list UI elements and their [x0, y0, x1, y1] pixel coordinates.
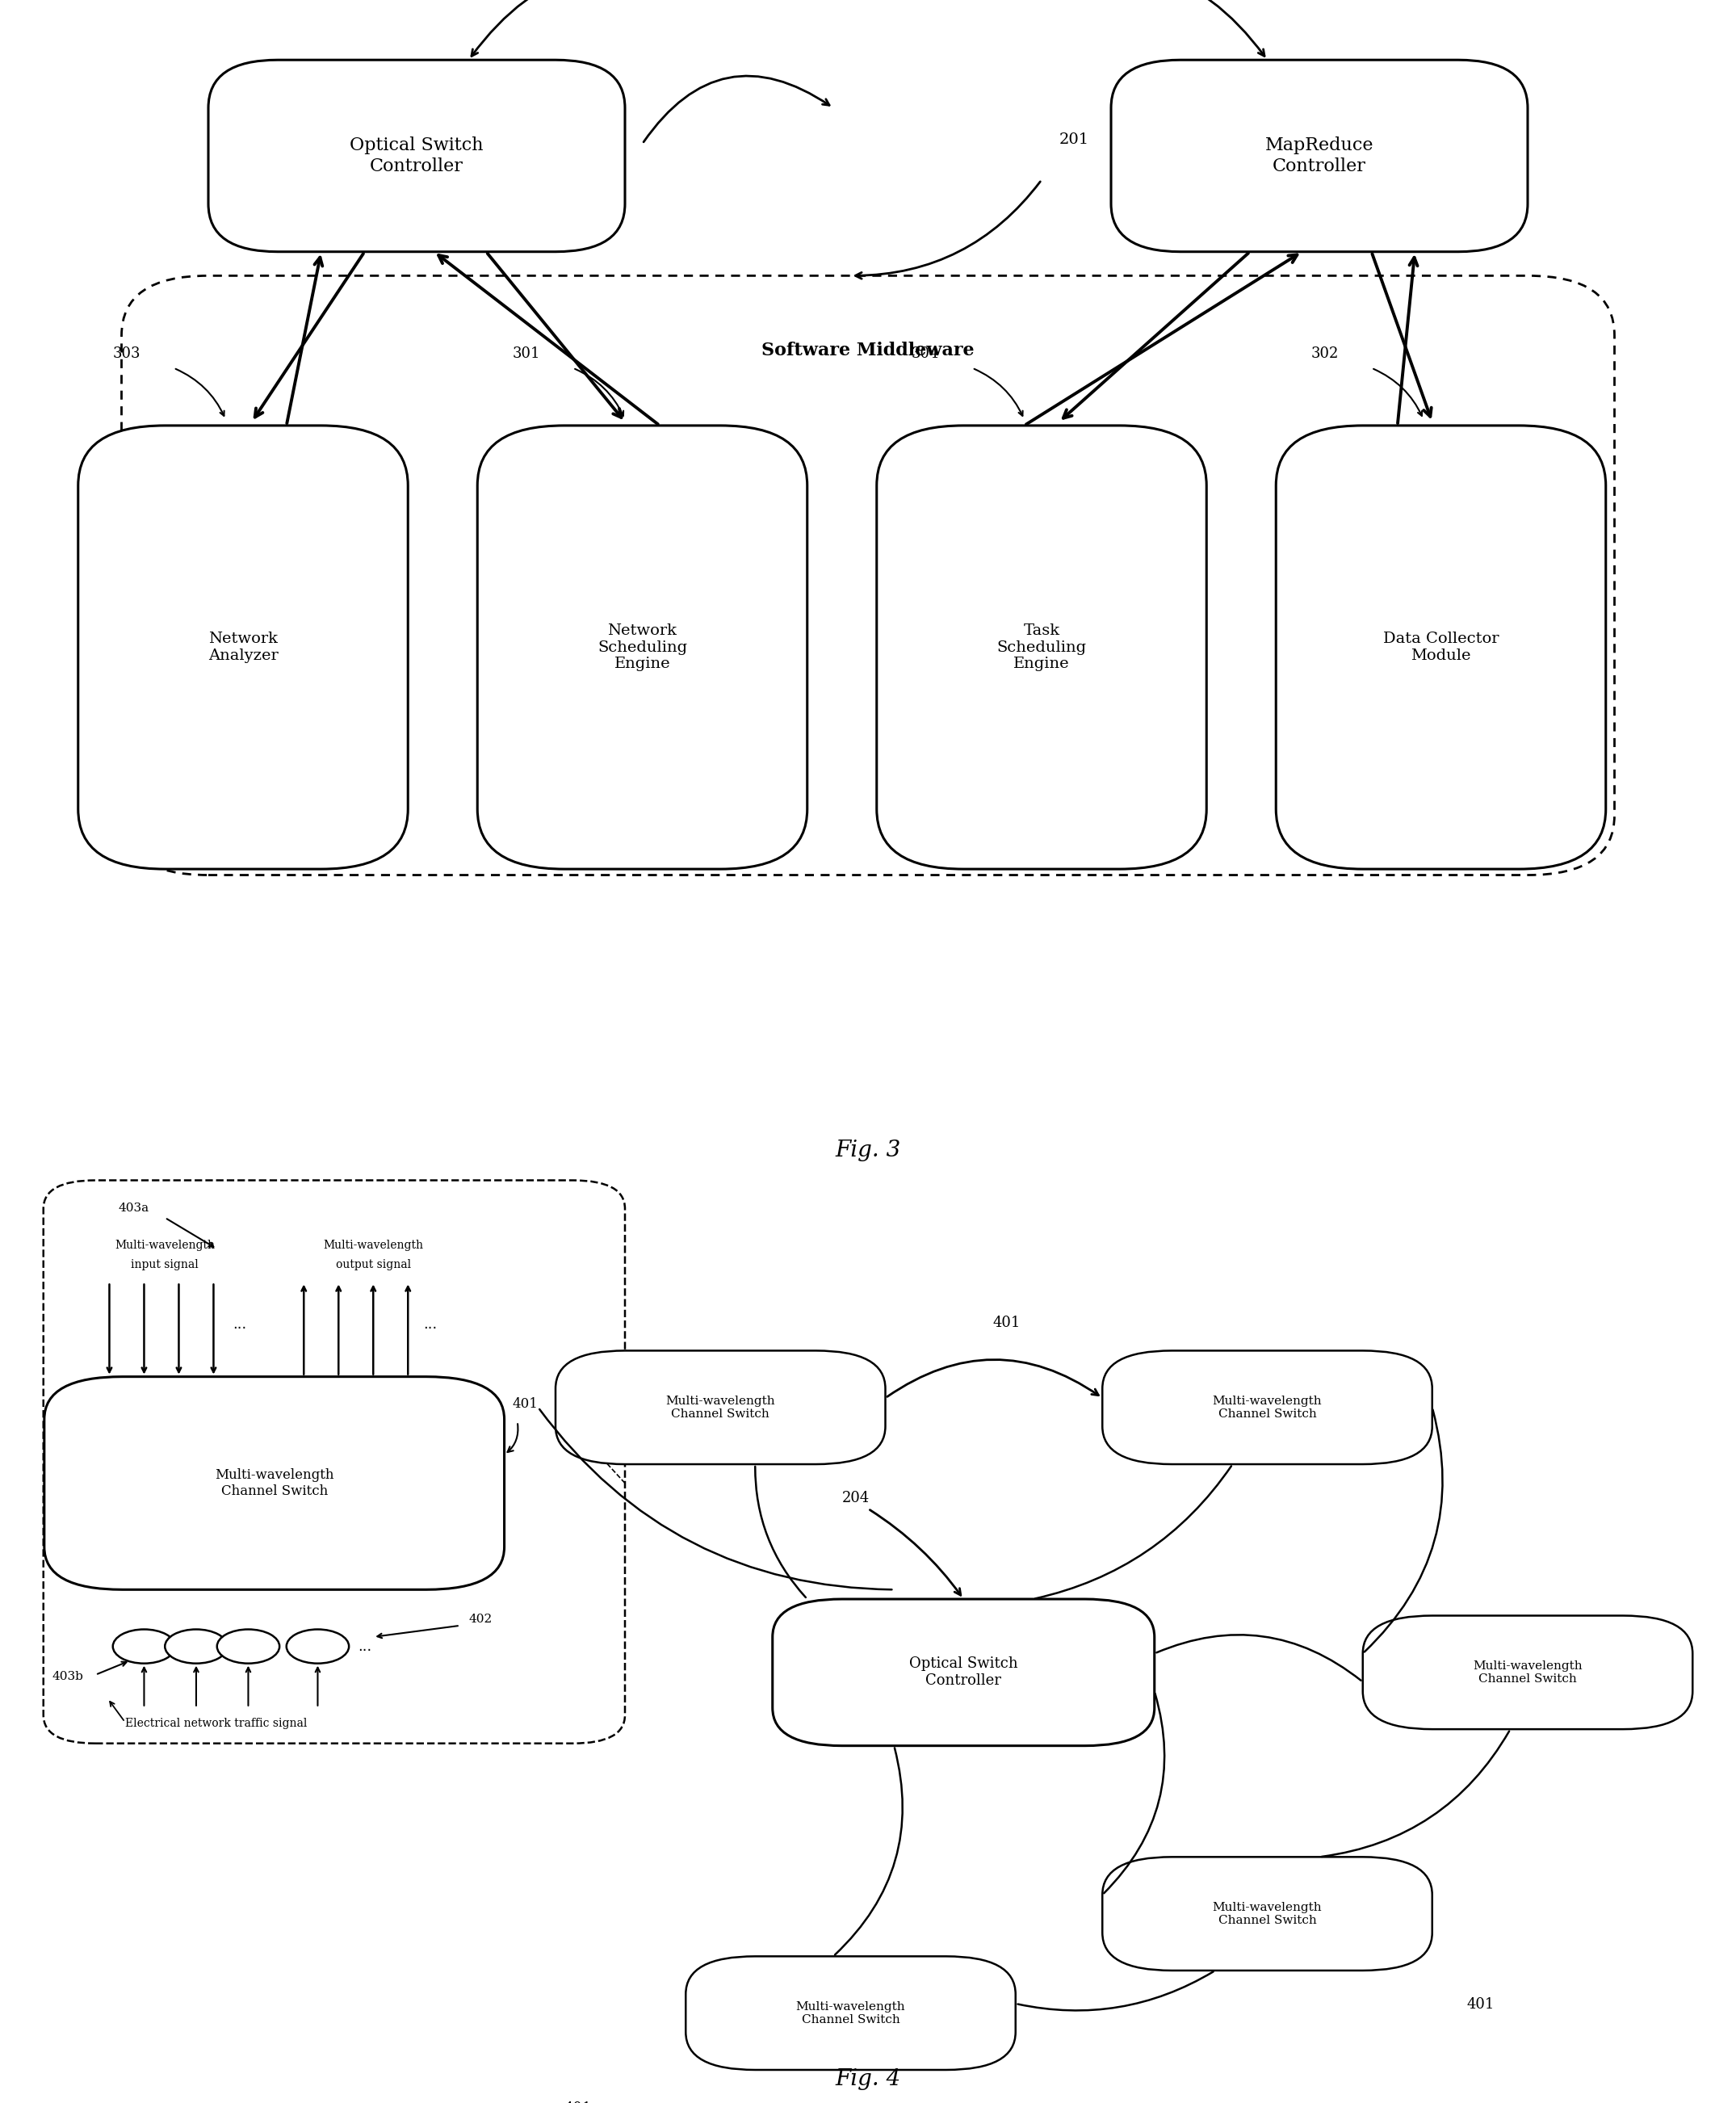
FancyBboxPatch shape — [477, 425, 807, 869]
Text: Network
Scheduling
Engine: Network Scheduling Engine — [597, 622, 687, 671]
Text: 403b: 403b — [52, 1670, 83, 1682]
Text: Task
Scheduling
Engine: Task Scheduling Engine — [996, 622, 1087, 671]
Text: Multi-wavelength
Channel Switch: Multi-wavelength Channel Switch — [795, 2000, 906, 2025]
FancyBboxPatch shape — [877, 425, 1207, 869]
Text: ...: ... — [233, 1316, 247, 1331]
Text: 401: 401 — [1467, 1998, 1495, 2013]
FancyBboxPatch shape — [43, 1180, 625, 1743]
Text: ...: ... — [424, 1316, 437, 1331]
FancyBboxPatch shape — [208, 59, 625, 252]
Text: 402: 402 — [469, 1613, 493, 1626]
Text: Multi-wavelength: Multi-wavelength — [323, 1241, 424, 1251]
Text: output signal: output signal — [335, 1260, 411, 1270]
Circle shape — [113, 1630, 175, 1663]
Circle shape — [286, 1630, 349, 1663]
Text: 403a: 403a — [118, 1203, 149, 1213]
Text: 302: 302 — [1311, 347, 1338, 362]
Text: Multi-wavelength
Channel Switch: Multi-wavelength Channel Switch — [1472, 1659, 1583, 1685]
Text: Electrical network traffic signal: Electrical network traffic signal — [125, 1718, 307, 1729]
Text: input signal: input signal — [132, 1260, 198, 1270]
Text: MapReduce
Controller: MapReduce Controller — [1266, 137, 1373, 175]
Text: 204: 204 — [842, 1491, 870, 1506]
Circle shape — [165, 1630, 227, 1663]
Text: 201: 201 — [1059, 132, 1088, 147]
Text: 301: 301 — [512, 347, 540, 362]
FancyBboxPatch shape — [1276, 425, 1606, 869]
Text: Fig. 3: Fig. 3 — [835, 1140, 901, 1161]
Text: Multi-wavelength
Channel Switch: Multi-wavelength Channel Switch — [1212, 1901, 1323, 1926]
Circle shape — [217, 1630, 279, 1663]
Text: 304: 304 — [911, 347, 939, 362]
FancyBboxPatch shape — [773, 1598, 1154, 1745]
Text: Fig. 4: Fig. 4 — [835, 2069, 901, 2090]
FancyBboxPatch shape — [78, 425, 408, 869]
Text: Data Collector
Module: Data Collector Module — [1384, 631, 1498, 662]
Text: 401: 401 — [512, 1396, 538, 1411]
Text: Optical Switch
Controller: Optical Switch Controller — [351, 137, 483, 175]
FancyBboxPatch shape — [43, 1377, 503, 1590]
FancyBboxPatch shape — [1102, 1857, 1432, 1971]
Text: Multi-wavelength
Channel Switch: Multi-wavelength Channel Switch — [215, 1468, 333, 1497]
Text: 303: 303 — [113, 347, 141, 362]
Text: 401: 401 — [993, 1316, 1021, 1331]
Text: Multi-wavelength
Channel Switch: Multi-wavelength Channel Switch — [1212, 1394, 1323, 1420]
FancyBboxPatch shape — [122, 275, 1614, 875]
Text: ...: ... — [358, 1638, 372, 1653]
Text: Multi-wavelength
Channel Switch: Multi-wavelength Channel Switch — [665, 1394, 776, 1420]
FancyBboxPatch shape — [1111, 59, 1528, 252]
Text: Multi-wavelength: Multi-wavelength — [115, 1241, 215, 1251]
Text: Software Middleware: Software Middleware — [762, 341, 974, 360]
Text: Network
Analyzer: Network Analyzer — [208, 631, 278, 662]
FancyBboxPatch shape — [1363, 1615, 1693, 1729]
FancyBboxPatch shape — [556, 1350, 885, 1464]
FancyBboxPatch shape — [1102, 1350, 1432, 1464]
FancyBboxPatch shape — [686, 1956, 1016, 2069]
Text: Optical Switch
Controller: Optical Switch Controller — [910, 1657, 1017, 1689]
